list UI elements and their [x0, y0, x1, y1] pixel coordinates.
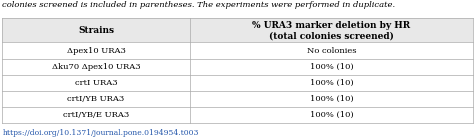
- Text: crtI/YB/E URA3: crtI/YB/E URA3: [63, 111, 129, 119]
- Text: colonies screened is included in parentheses. The experiments were performed in : colonies screened is included in parenth…: [2, 1, 395, 9]
- Text: Δku70 Δpex10 URA3: Δku70 Δpex10 URA3: [52, 63, 140, 71]
- Text: 100% (10): 100% (10): [310, 63, 353, 71]
- Text: 100% (10): 100% (10): [310, 79, 353, 87]
- Text: 100% (10): 100% (10): [310, 95, 353, 103]
- Text: No colonies: No colonies: [307, 47, 356, 55]
- Text: Strains: Strains: [78, 26, 114, 35]
- Text: Δpex10 URA3: Δpex10 URA3: [66, 47, 126, 55]
- Text: % URA3 marker deletion by HR
(total colonies screened): % URA3 marker deletion by HR (total colo…: [252, 21, 410, 40]
- Text: 100% (10): 100% (10): [310, 111, 353, 119]
- Text: crtI URA3: crtI URA3: [75, 79, 117, 87]
- Text: https://doi.org/10.1371/journal.pone.0194954.t003: https://doi.org/10.1371/journal.pone.019…: [2, 129, 199, 137]
- Text: crtI/YB URA3: crtI/YB URA3: [67, 95, 125, 103]
